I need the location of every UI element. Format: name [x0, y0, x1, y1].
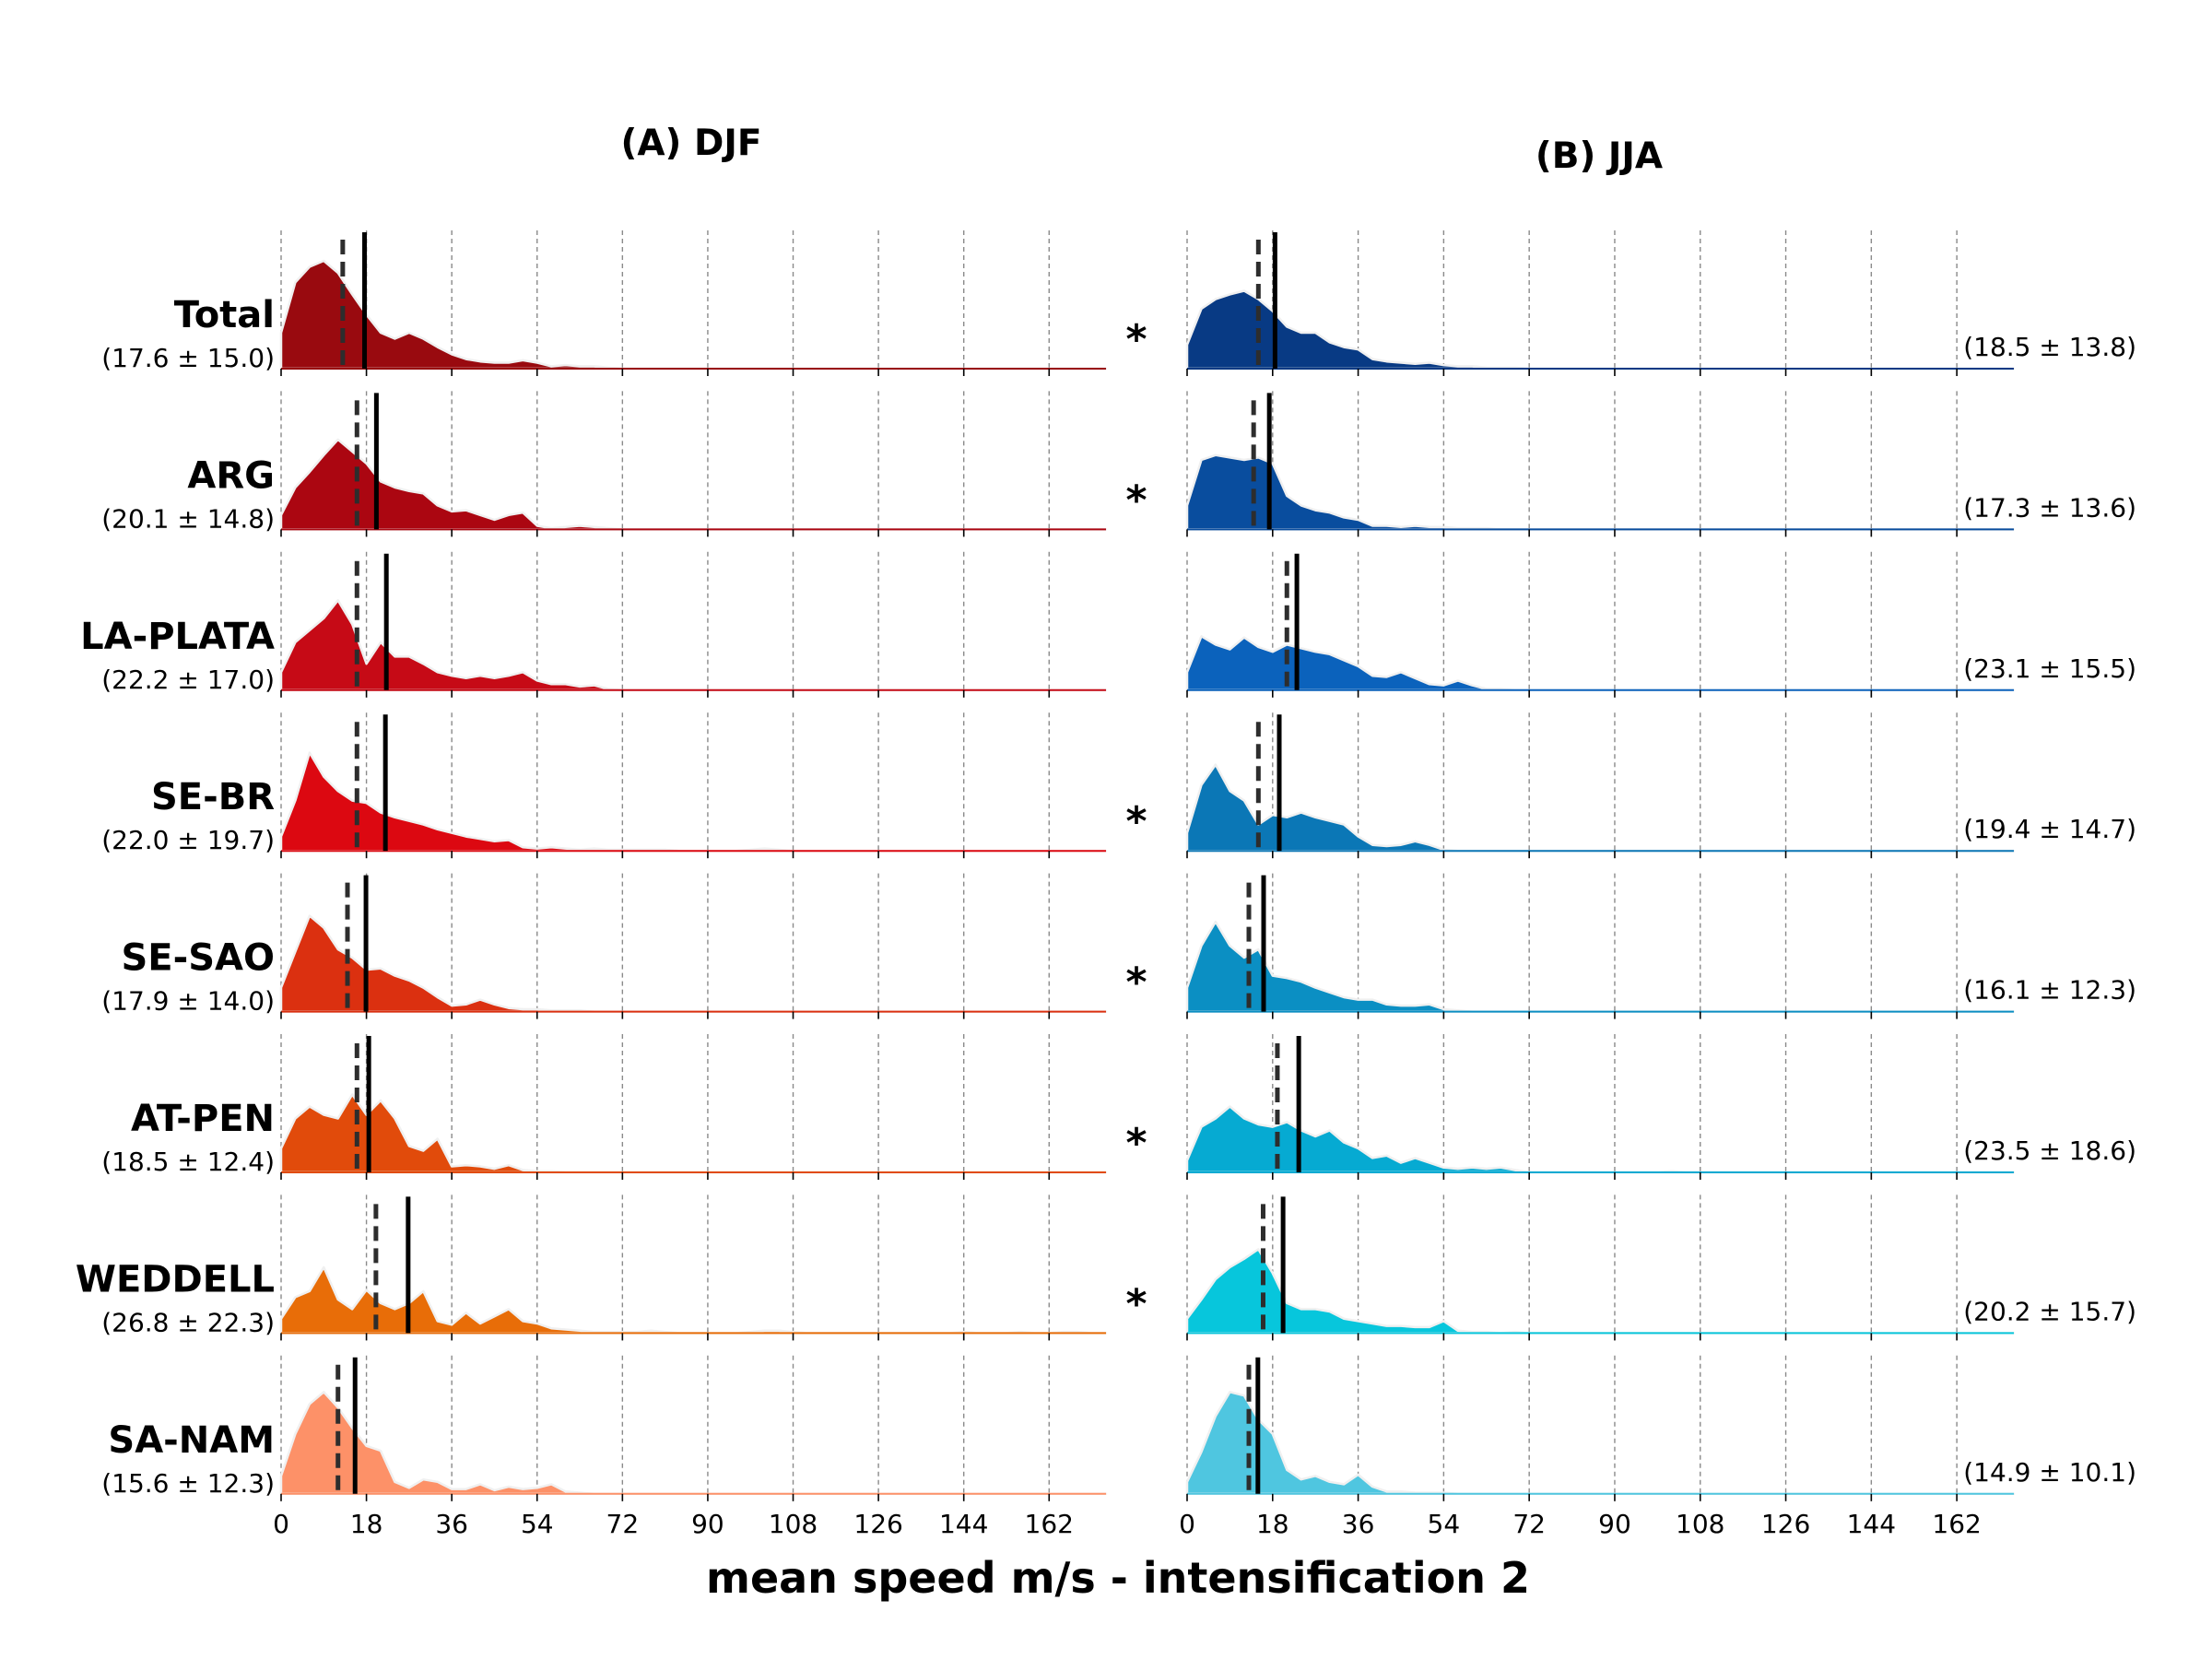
panel-b-title: (B) JJA — [1535, 135, 1663, 177]
region-label: AT-PEN — [131, 1098, 275, 1140]
region-label: SA-NAM — [108, 1419, 275, 1462]
ridge-se-br: (19.4 ± 14.7) * — [1125, 712, 2136, 859]
density-area — [279, 599, 1108, 692]
region-stat: (19.4 ± 14.7) — [1963, 814, 2136, 844]
region-stat: (22.0 ± 19.7) — [101, 825, 275, 855]
density-area — [279, 751, 1108, 853]
x-tick-label: 54 — [1428, 1509, 1461, 1539]
ridge-sa-nam: (14.9 ± 10.1) — [1185, 1355, 2136, 1501]
x-tick-label: 72 — [1512, 1509, 1546, 1539]
x-tick-label: 108 — [769, 1509, 818, 1539]
significance-star: * — [1125, 1120, 1147, 1167]
region-stat: (20.1 ± 14.8) — [101, 503, 275, 534]
density-area — [279, 438, 1108, 531]
ridge-at-pen: (23.5 ± 18.6) * — [1125, 1034, 2136, 1180]
panels: Total (17.6 ± 15.0) ARG (20.1 ± 14.8) LA-PLA… — [76, 230, 2136, 1539]
ridge-se-sao: (16.1 ± 12.3) * — [1125, 873, 2136, 1019]
density-area — [1185, 1248, 2016, 1335]
ridge-total: (18.5 ± 13.8) * — [1125, 230, 2136, 376]
x-tick-label: 126 — [1761, 1509, 1810, 1539]
ridge-at-pen: AT-PEN (18.5 ± 12.4) — [101, 1034, 1108, 1180]
ridge-la-plata: LA-PLATA (22.2 ± 17.0) — [80, 551, 1108, 698]
x-tick-label: 18 — [1256, 1509, 1289, 1539]
significance-star: * — [1125, 316, 1147, 363]
ridge-weddell: (20.2 ± 15.7) * — [1125, 1194, 2136, 1341]
density-area — [1185, 763, 2016, 853]
ridge-total: Total (17.6 ± 15.0) — [101, 230, 1108, 376]
density-area — [1185, 1105, 2016, 1174]
panel-a-title: (A) DJF — [621, 123, 762, 164]
density-area — [1185, 1391, 2016, 1496]
region-stat: (23.5 ± 18.6) — [1963, 1135, 2136, 1166]
region-label: ARG — [187, 454, 275, 497]
density-area — [1185, 453, 2016, 531]
region-stat: (18.5 ± 12.4) — [101, 1147, 275, 1177]
x-tick-label: 54 — [521, 1509, 554, 1539]
region-stat: (16.1 ± 12.3) — [1963, 975, 2136, 1006]
x-tick-label: 36 — [1342, 1509, 1375, 1539]
region-stat: (15.6 ± 12.3) — [101, 1468, 275, 1499]
x-tick-label: 36 — [435, 1509, 468, 1539]
x-tick-label: 72 — [606, 1509, 640, 1539]
x-tick-label: 162 — [1932, 1509, 1981, 1539]
x-tick-label: 144 — [1847, 1509, 1896, 1539]
density-area — [279, 259, 1108, 371]
density-area — [279, 1093, 1108, 1174]
density-area — [1185, 920, 2016, 1013]
panel-b: (18.5 ± 13.8) * (17.3 ± 13.6) * (23.1 ± 15.5… — [1125, 230, 2136, 1539]
density-area — [279, 914, 1108, 1013]
x-tick-label: 0 — [273, 1509, 289, 1539]
density-area — [1185, 635, 2016, 692]
significance-star: * — [1125, 959, 1147, 1006]
ridge-arg: (17.3 ± 13.6) * — [1125, 391, 2136, 537]
x-tick-label: 90 — [691, 1509, 724, 1539]
region-label: WEDDELL — [76, 1258, 275, 1300]
region-stat: (17.3 ± 13.6) — [1963, 492, 2136, 523]
x-tick-label: 162 — [1025, 1509, 1074, 1539]
region-stat: (26.8 ± 22.3) — [101, 1307, 275, 1337]
density-area — [279, 1265, 1108, 1335]
region-label: SE-SAO — [121, 937, 275, 980]
ridge-weddell: WEDDELL (26.8 ± 22.3) — [76, 1194, 1108, 1341]
ridge-se-sao: SE-SAO (17.9 ± 14.0) — [101, 873, 1108, 1019]
ridge-se-br: SE-BR (22.0 ± 19.7) — [101, 712, 1108, 859]
x-tick-label: 18 — [350, 1509, 383, 1539]
x-tick-label: 90 — [1598, 1509, 1631, 1539]
ridge-sa-nam: SA-NAM (15.6 ± 12.3) — [101, 1355, 1108, 1501]
panel-a: Total (17.6 ± 15.0) ARG (20.1 ± 14.8) LA-PLA… — [76, 230, 1108, 1539]
x-tick-label: 108 — [1676, 1509, 1724, 1539]
region-stat: (17.9 ± 14.0) — [101, 986, 275, 1017]
x-tick-label: 144 — [939, 1509, 988, 1539]
significance-star: * — [1125, 477, 1147, 524]
ridge-arg: ARG (20.1 ± 14.8) — [101, 391, 1108, 537]
x-tick-label: 126 — [853, 1509, 902, 1539]
region-stat: (20.2 ± 15.7) — [1963, 1296, 2136, 1326]
region-label: LA-PLATA — [80, 616, 275, 658]
ridge-la-plata: (23.1 ± 15.5) — [1185, 551, 2136, 698]
density-area — [1185, 289, 2016, 371]
x-tick-label: 0 — [1179, 1509, 1195, 1539]
region-stat: (14.9 ± 10.1) — [1963, 1457, 2136, 1488]
x-axis-label: mean speed m/s - intensification 2 — [706, 1553, 1530, 1603]
region-stat: (17.6 ± 15.0) — [101, 343, 275, 373]
region-stat: (23.1 ± 15.5) — [1963, 653, 2136, 684]
density-area — [279, 1391, 1108, 1496]
region-stat: (18.5 ± 13.8) — [1963, 332, 2136, 362]
region-label: SE-BR — [151, 776, 275, 818]
significance-star: * — [1125, 1280, 1147, 1327]
region-stat: (22.2 ± 17.0) — [101, 665, 275, 695]
region-label: Total — [174, 294, 275, 336]
significance-star: * — [1125, 798, 1147, 845]
